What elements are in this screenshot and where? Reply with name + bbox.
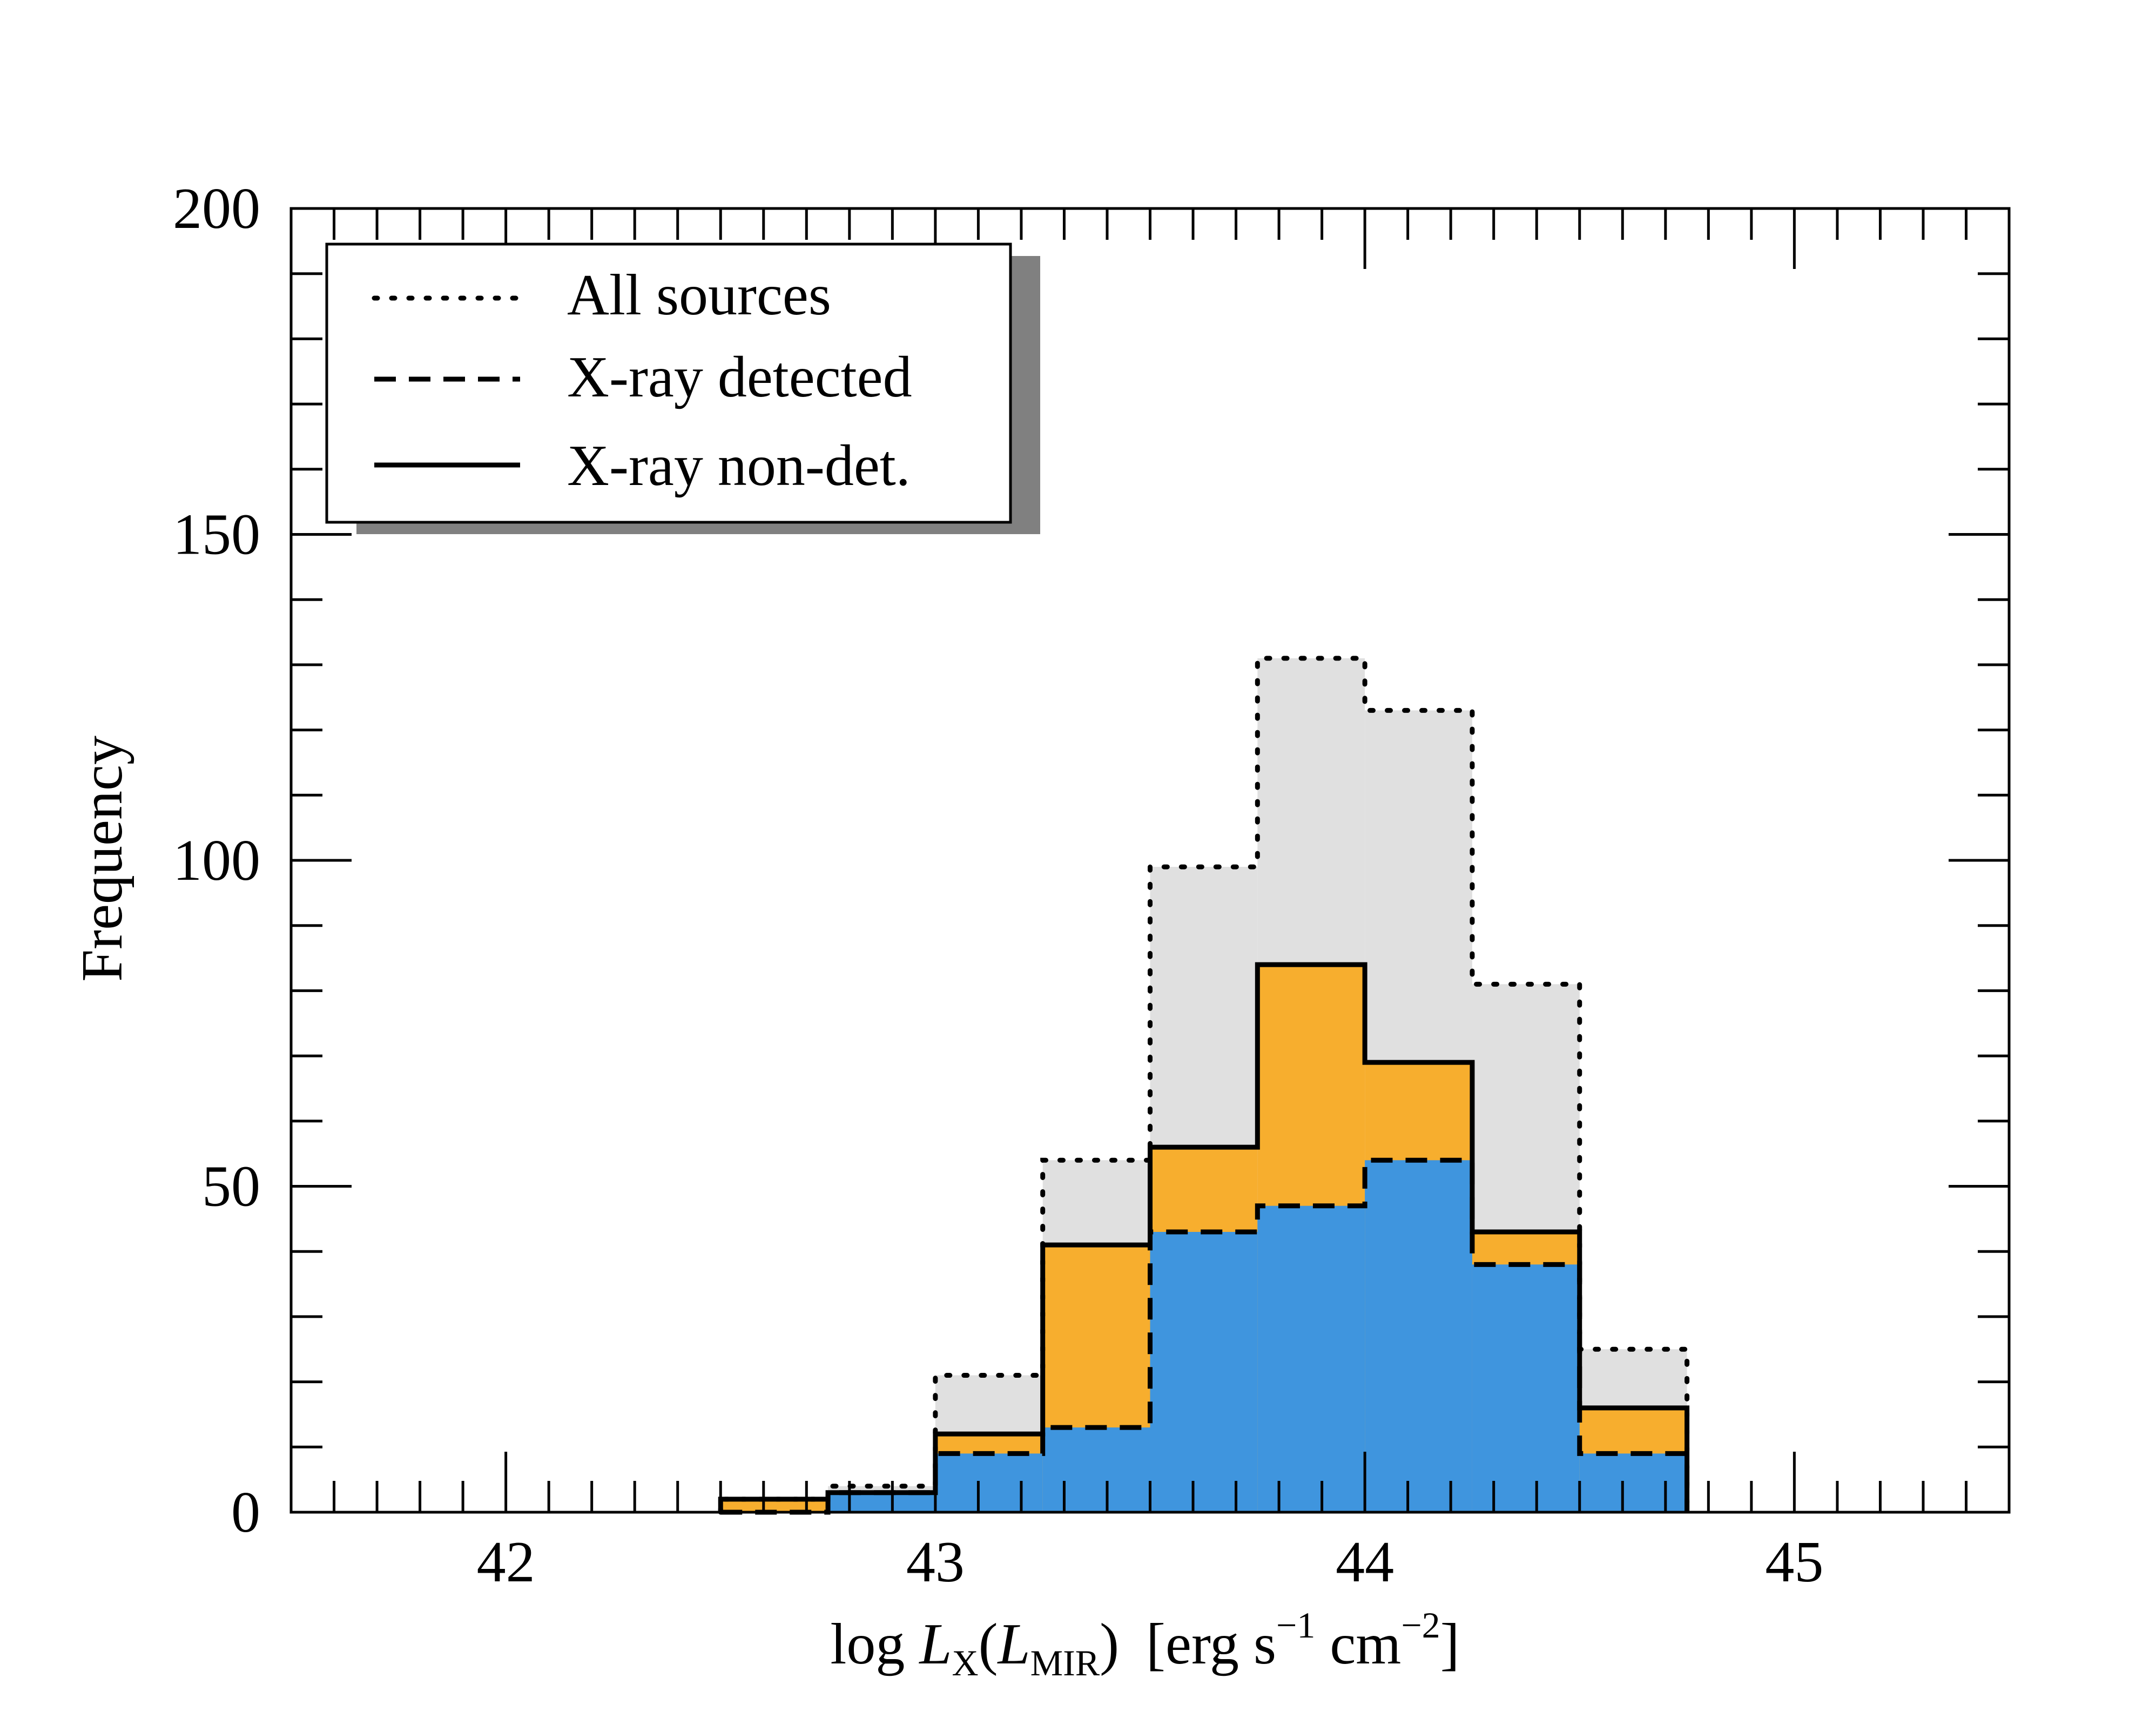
y-axis-label: Frequency [70,736,134,982]
axes: 42 43 44 45 0 50 100 150 200 [173,177,2011,1594]
legend-label-all-sources: All sources [567,263,831,327]
y-tick-label: 200 [173,177,260,241]
bar [935,1453,1043,1512]
plot-area [718,656,1690,1515]
x-tick-label: 42 [477,1530,535,1594]
y-tick-label: 0 [231,1480,260,1545]
bar [1150,1231,1258,1512]
series-x-ray-detected-bars [828,1160,1687,1512]
legend: All sources X-ray detected X-ray non-det… [325,242,1040,534]
bar [1257,1205,1365,1512]
series-all-sources-outline [718,656,1690,1515]
legend-box [325,242,1012,524]
series-x-ray-non-det-outline [718,962,1690,1512]
legend-label-xray-detected: X-ray detected [567,345,912,409]
x-tick-label: 44 [1336,1530,1394,1594]
bar [1365,1160,1472,1512]
x-tick-label: 45 [1765,1530,1823,1594]
y-tick-label: 150 [173,503,260,567]
bar [1579,1453,1687,1512]
y-tick-label: 50 [202,1155,260,1219]
legend-label-xray-nondet: X-ray non-det. [567,434,911,498]
bar [1042,1427,1150,1512]
bar [1472,1264,1580,1512]
x-axis-label: log LX(LMIR) [erg s−1 cm−2] [830,1605,1459,1683]
x-tick-label: 43 [906,1530,965,1594]
bar [828,1492,935,1512]
y-tick-label: 100 [173,828,260,893]
